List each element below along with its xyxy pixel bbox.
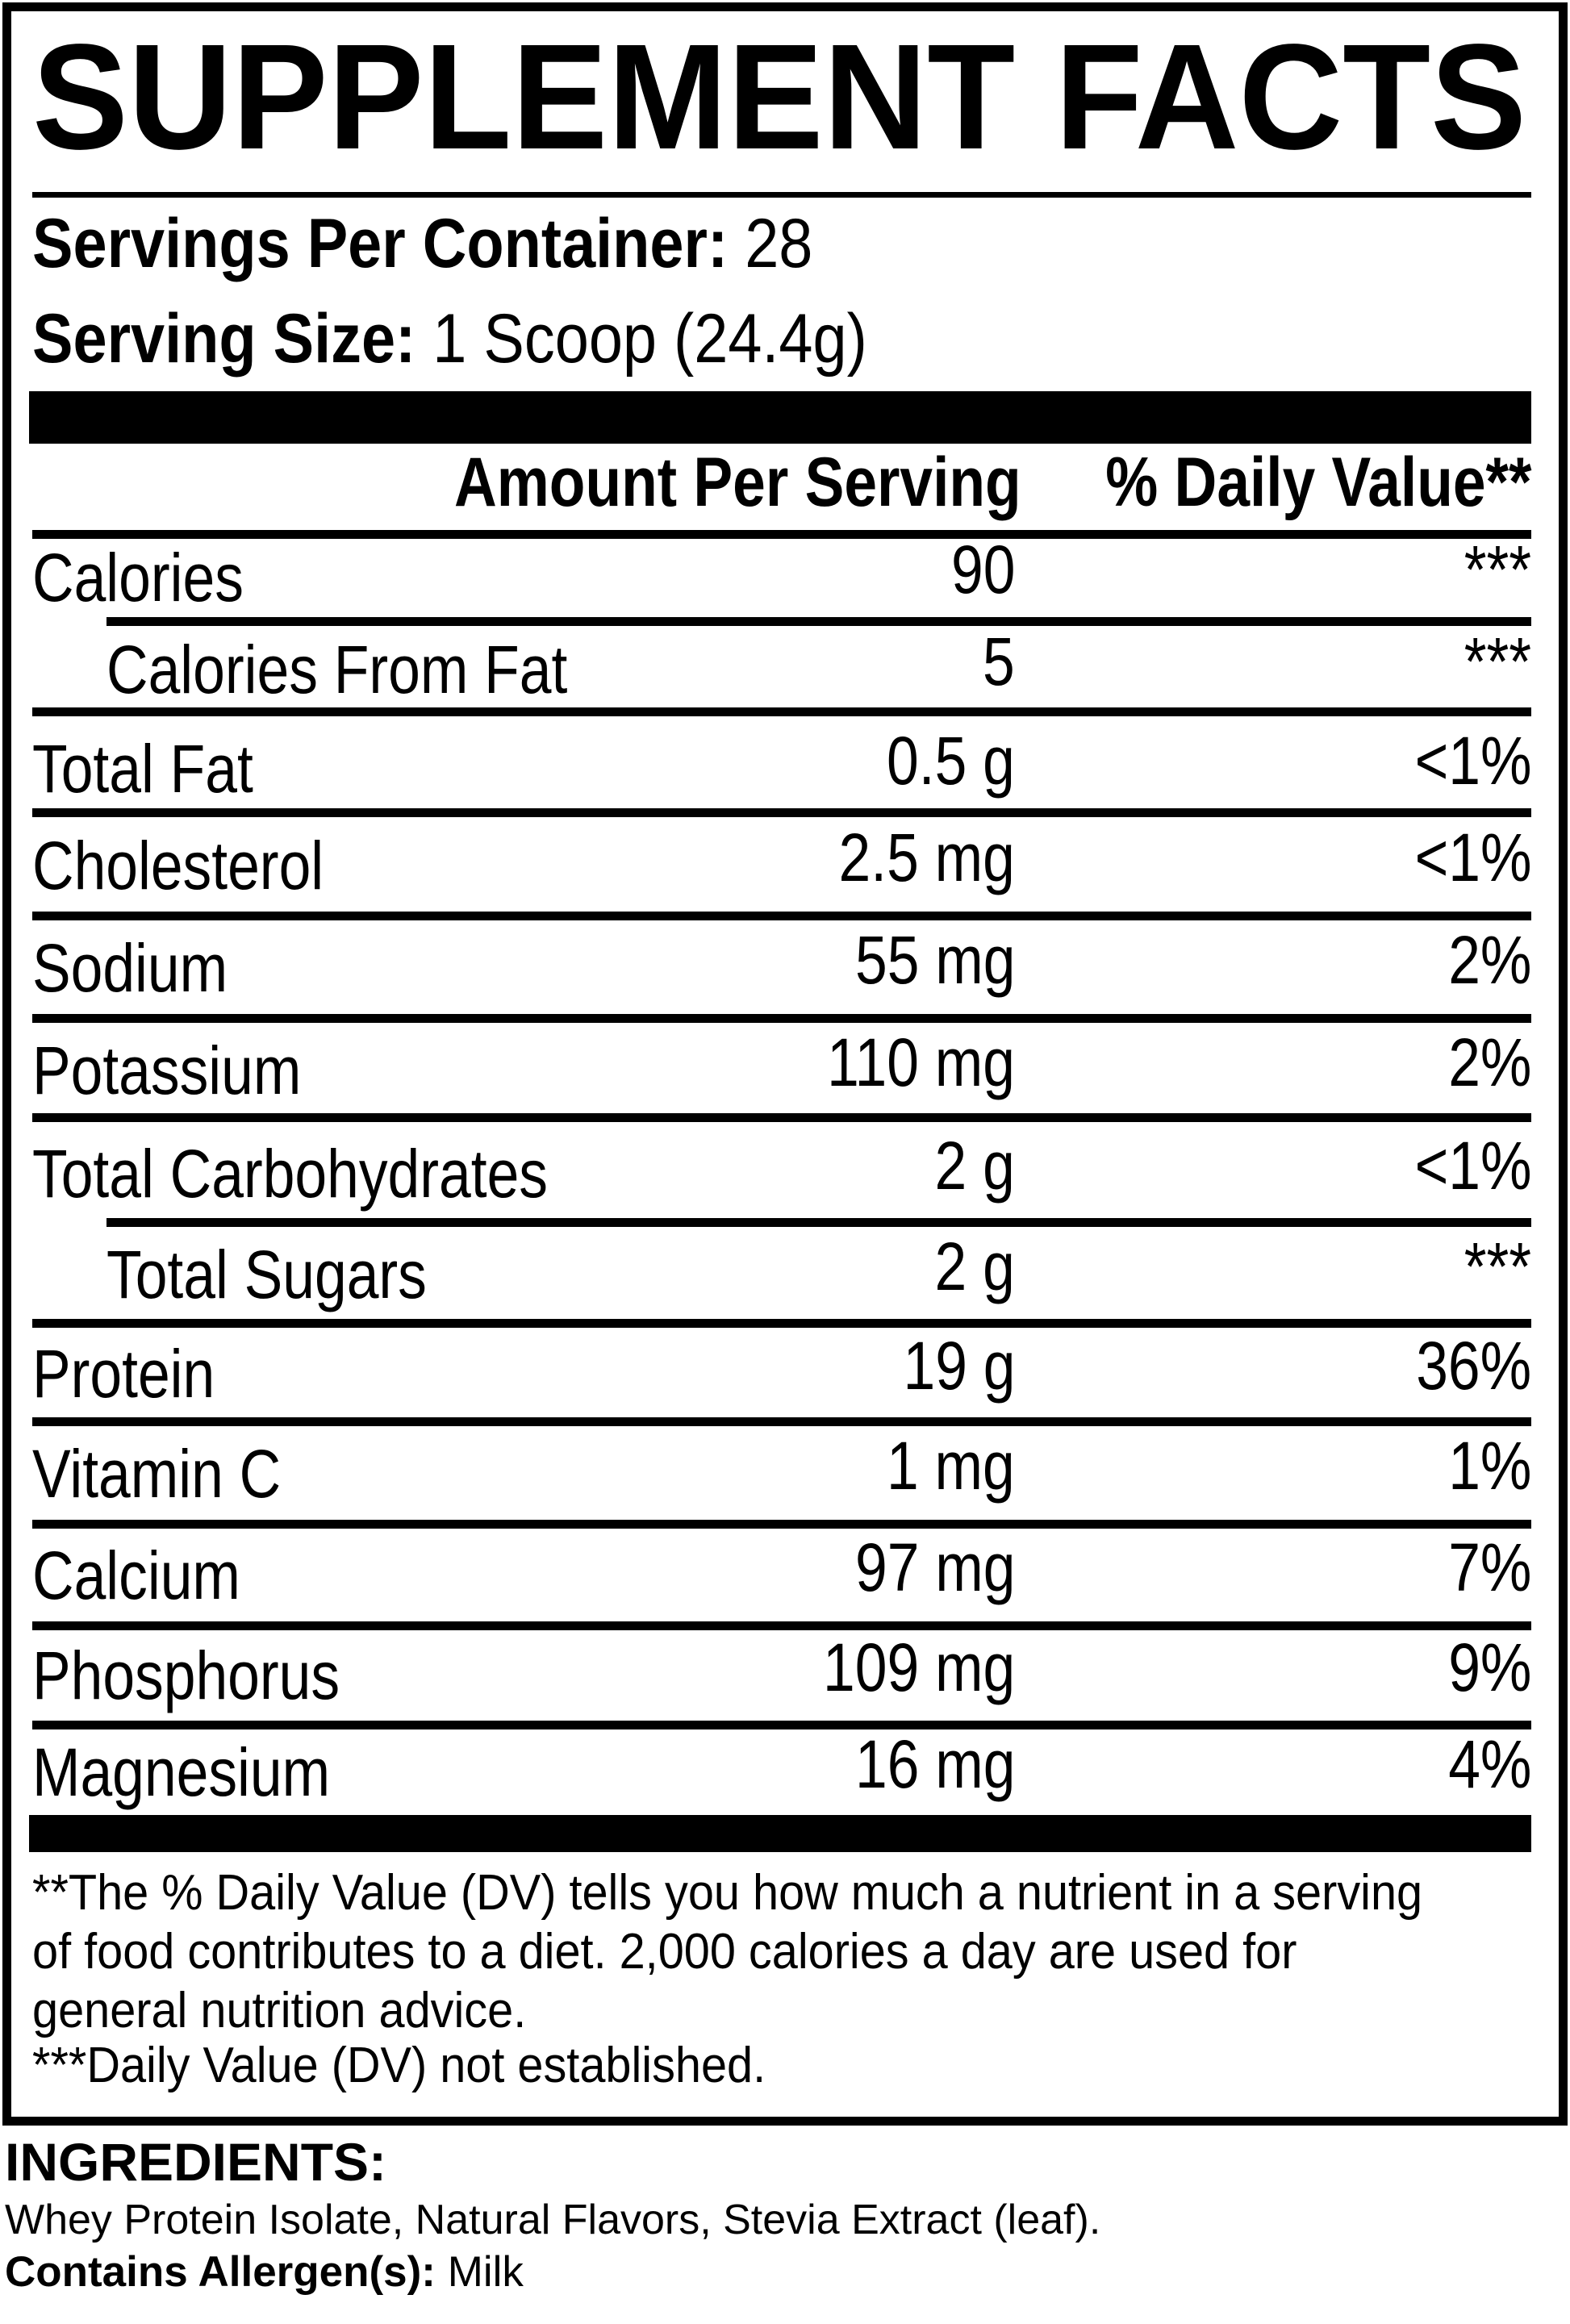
nutrient-daily-value: 36% <box>1416 1328 1531 1404</box>
nutrient-amount: 109 mg <box>822 1629 1015 1705</box>
nutrient-daily-value: <1% <box>1414 820 1531 895</box>
nutrient-row: Sodium 55 mg 2% <box>32 918 1531 1018</box>
row-divider <box>32 1417 1531 1426</box>
not-established-footnote: ***Daily Value (DV) not established. <box>32 2038 766 2093</box>
row-divider <box>32 912 1531 920</box>
row-divider <box>106 1218 1531 1227</box>
nutrient-row: Calories 90 *** <box>32 528 1531 628</box>
nutrient-row: Cholesterol 2.5 mg <1% <box>32 816 1531 916</box>
spacer <box>415 300 432 378</box>
spacer <box>728 205 745 282</box>
nutrient-amount: 90 <box>950 532 1015 607</box>
row-divider <box>32 808 1531 817</box>
row-divider <box>32 1014 1531 1023</box>
nutrient-amount: 16 mg <box>854 1726 1015 1802</box>
nutrient-amount: 19 g <box>903 1328 1015 1404</box>
nutrient-daily-value: *** <box>1464 1229 1531 1304</box>
nutrient-row: Total Sugars 2 g *** <box>32 1225 1531 1325</box>
nutrient-daily-value: <1% <box>1414 1128 1531 1204</box>
nutrient-daily-value: 9% <box>1447 1629 1531 1705</box>
panel-title: SUPPLEMENT FACTS <box>32 35 1526 181</box>
nutrient-daily-value: 2% <box>1447 1024 1531 1100</box>
nutrient-name: Calcium <box>32 1538 240 1613</box>
servings-per-container-label: Servings Per Container: <box>32 205 729 282</box>
row-divider <box>32 1520 1531 1529</box>
nutrient-amount: 55 mg <box>854 922 1015 998</box>
title-divider <box>32 192 1531 198</box>
table-header-row: Amount Per Serving % Daily Value** <box>32 442 1531 523</box>
nutrient-row: Phosphorus 109 mg 9% <box>32 1625 1531 1725</box>
spacer <box>436 2248 448 2296</box>
servings-per-container-value: 28 <box>745 205 813 282</box>
nutrient-row: Protein 19 g 36% <box>32 1324 1531 1424</box>
nutrient-name: Total Fat <box>32 731 253 807</box>
nutrient-amount: 5 <box>983 624 1015 699</box>
nutrient-amount: 2 g <box>934 1229 1015 1304</box>
row-divider <box>32 1319 1531 1328</box>
nutrient-name: Protein <box>32 1336 215 1412</box>
nutrient-name: Sodium <box>32 930 228 1006</box>
header-divider <box>32 530 1531 539</box>
allergen-line: Contains Allergen(s): Milk <box>5 2247 524 2297</box>
servings-per-container-line: Servings Per Container: 28 <box>32 203 919 284</box>
nutrient-row: Calcium 97 mg 7% <box>32 1525 1531 1625</box>
nutrient-name: Calories From Fat <box>106 632 568 707</box>
row-divider <box>32 1721 1531 1729</box>
nutrient-row: Total Fat 0.5 g <1% <box>32 719 1531 819</box>
nutrient-name: Potassium <box>32 1033 302 1108</box>
nutrient-name: Total Carbohydrates <box>32 1136 548 1212</box>
amount-per-serving-header: Amount Per Serving <box>454 444 1021 521</box>
nutrient-row: Calories From Fat 5 *** <box>32 620 1531 720</box>
row-divider <box>32 1113 1531 1122</box>
nutrient-name: Vitamin C <box>32 1436 282 1512</box>
row-divider <box>106 617 1531 626</box>
nutrient-daily-value: *** <box>1464 532 1531 607</box>
nutrient-amount: 2.5 mg <box>838 820 1015 895</box>
title-text: SUPPLEMENT FACTS <box>32 35 1526 181</box>
nutrient-name: Total Sugars <box>106 1237 427 1312</box>
allergen-label: Contains Allergen(s): <box>5 2248 436 2296</box>
nutrient-row: Potassium 110 mg 2% <box>32 1020 1531 1120</box>
allergen-value: Milk <box>447 2248 524 2296</box>
supplement-facts-panel <box>2 2 1568 2126</box>
nutrient-row: Magnesium 16 mg 4% <box>32 1722 1531 1822</box>
nutrient-daily-value: 4% <box>1447 1726 1531 1802</box>
nutrient-amount: 1 mg <box>887 1428 1015 1504</box>
nutrient-daily-value: <1% <box>1414 723 1531 799</box>
row-divider <box>32 1621 1531 1630</box>
separator-bar-top <box>29 391 1531 444</box>
nutrient-daily-value: 7% <box>1447 1529 1531 1605</box>
nutrient-name: Cholesterol <box>32 828 324 903</box>
serving-size-label: Serving Size: <box>32 300 416 378</box>
daily-value-header: % Daily Value** <box>1104 444 1531 521</box>
nutrient-daily-value: 2% <box>1447 922 1531 998</box>
ingredients-list: Whey Protein Isolate, Natural Flavors, S… <box>5 2197 1101 2243</box>
nutrient-daily-value: 1% <box>1447 1428 1531 1504</box>
nutrient-name: Calories <box>32 540 244 615</box>
nutrient-daily-value: *** <box>1464 624 1531 699</box>
nutrient-amount: 0.5 g <box>887 723 1015 799</box>
nutrient-row: Total Carbohydrates 2 g <1% <box>32 1124 1531 1224</box>
nutrient-row: Vitamin C 1 mg 1% <box>32 1424 1531 1524</box>
daily-value-footnote: **The % Daily Value (DV) tells you how m… <box>32 1865 1423 2038</box>
serving-size-line: Serving Size: 1 Scoop (24.4g) <box>32 298 981 379</box>
nutrient-amount: 97 mg <box>854 1529 1015 1605</box>
serving-size-value: 1 Scoop (24.4g) <box>432 300 867 378</box>
nutrient-amount: 2 g <box>934 1128 1015 1204</box>
nutrient-name: Phosphorus <box>32 1638 340 1713</box>
ingredients-heading: INGREDIENTS: <box>5 2132 387 2192</box>
nutrient-amount: 110 mg <box>827 1024 1015 1100</box>
nutrient-name: Magnesium <box>32 1734 331 1810</box>
separator-bar-bottom <box>29 1815 1531 1852</box>
row-divider <box>32 707 1531 716</box>
